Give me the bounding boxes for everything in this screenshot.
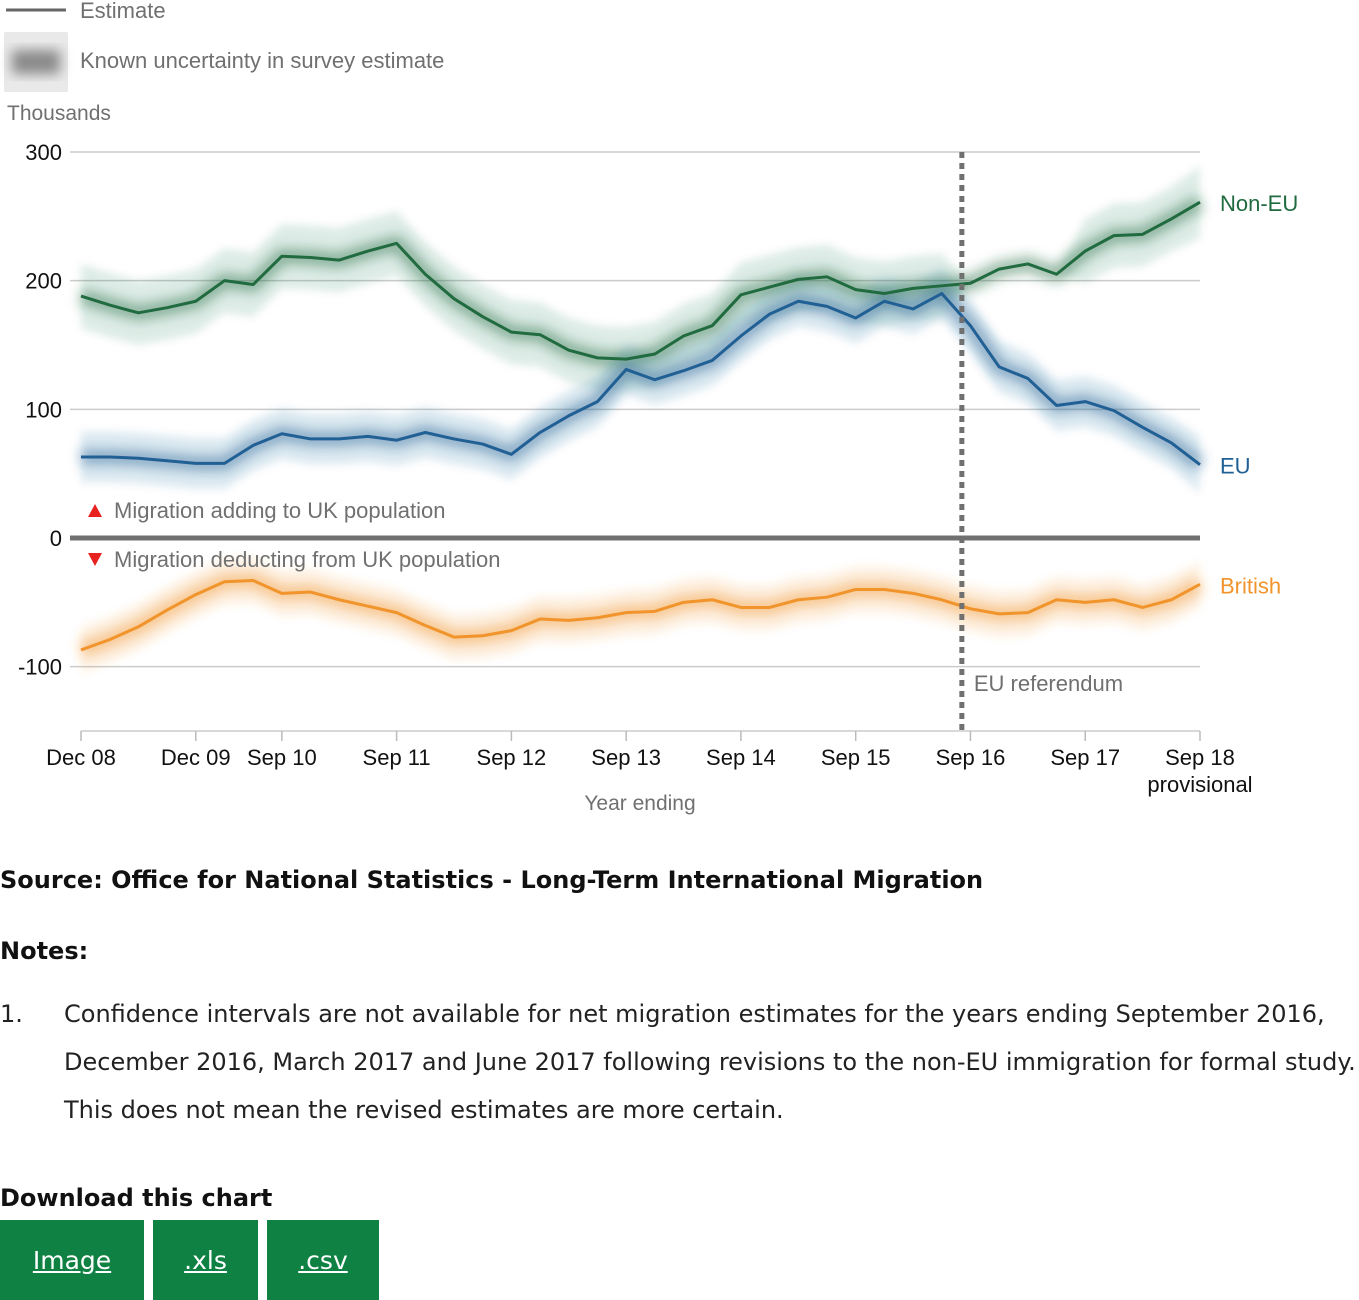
y-tick-label: 200 xyxy=(25,269,62,294)
notes-list: 1. Confidence intervals are not availabl… xyxy=(0,990,1359,1134)
y-tick-label: 300 xyxy=(25,140,62,165)
x-tick-label: Sep 17 xyxy=(1050,745,1120,770)
british-series-label: British xyxy=(1220,573,1281,598)
x-tick-label: Dec 09 xyxy=(161,745,231,770)
adding-arrow-icon xyxy=(88,504,102,517)
x-tick-label: Sep 16 xyxy=(936,745,1006,770)
legend-uncertainty-label: Known uncertainty in survey estimate xyxy=(80,48,444,73)
uncertainty-bands xyxy=(81,166,1200,674)
x-axis-title: Year ending xyxy=(584,792,695,815)
x-tick-label: Sep 11 xyxy=(363,745,431,770)
british-line xyxy=(80,578,1201,652)
legend: Estimate Known uncertainty in survey est… xyxy=(4,0,444,92)
y-tick-label: 100 xyxy=(25,397,62,422)
eu-series-label: EU xyxy=(1220,454,1251,479)
x-axis: Dec 08 Dec 09 Sep 10 Sep 11 Sep 12 Sep 13 Sep … xyxy=(46,730,1253,797)
non-eu-line xyxy=(80,200,1201,361)
eu-line-glow xyxy=(81,285,1205,472)
y-tick-label: 0 xyxy=(50,526,62,551)
download-buttons: Image .xls .csv xyxy=(0,1220,379,1300)
series-labels: Non-EU EU British xyxy=(1220,191,1298,598)
x-tick-label: Sep 13 xyxy=(591,745,661,770)
note-number: 1. xyxy=(0,1000,23,1028)
y-axis-ticks: 300 200 100 0 -100 xyxy=(18,140,62,680)
eu-line xyxy=(81,292,1201,466)
eu-referendum-label: EU referendum xyxy=(974,671,1123,696)
y-tick-label: -100 xyxy=(18,655,62,680)
adding-label: Migration adding to UK population xyxy=(114,498,445,523)
x-tick-label: Dec 08 xyxy=(46,745,116,770)
series-lines xyxy=(80,200,1201,652)
download-image-button[interactable]: Image xyxy=(0,1220,144,1300)
x-tick-label: Sep 12 xyxy=(477,745,547,770)
x-tick-label: Sep 10 xyxy=(247,745,317,770)
migration-chart: Estimate Known uncertainty in survey est… xyxy=(4,0,1298,815)
legend-uncertainty-swatch xyxy=(12,50,60,74)
note-text: Confidence intervals are not available f… xyxy=(64,1000,1356,1124)
deducting-label: Migration deducting from UK population xyxy=(114,547,500,572)
x-tick-label: Sep 18 xyxy=(1165,745,1235,770)
deducting-arrow-icon xyxy=(88,553,102,566)
download-xls-button[interactable]: .xls xyxy=(153,1220,258,1300)
download-csv-button[interactable]: .csv xyxy=(267,1220,379,1300)
x-tick-label: Sep 15 xyxy=(821,745,891,770)
notes-title: Notes: xyxy=(0,937,89,965)
non-eu-series-label: Non-EU xyxy=(1220,191,1298,216)
download-title: Download this chart xyxy=(0,1184,273,1212)
non-eu-uncertainty-band xyxy=(81,166,1200,392)
source-text: Source: Office for National Statistics -… xyxy=(0,866,984,894)
x-tick-label: Sep 14 xyxy=(706,745,776,770)
note-item: 1. Confidence intervals are not availabl… xyxy=(0,990,1359,1134)
y-axis-title: Thousands xyxy=(7,102,111,125)
x-tick-sublabel: provisional xyxy=(1147,772,1252,797)
legend-estimate-label: Estimate xyxy=(80,0,166,23)
